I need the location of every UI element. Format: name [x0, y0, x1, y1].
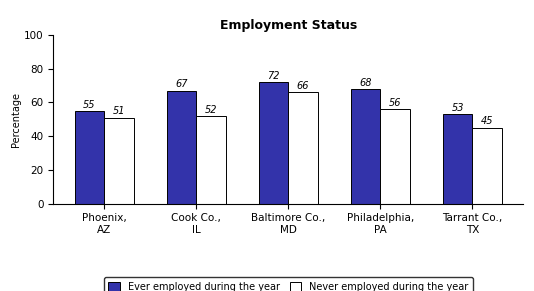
Bar — [167, 91, 197, 204]
Bar — [288, 92, 318, 204]
Bar — [197, 116, 226, 204]
Title: Employment Status: Employment Status — [219, 19, 357, 32]
Bar — [104, 118, 134, 204]
Text: 45: 45 — [481, 116, 493, 126]
Text: 56: 56 — [389, 98, 402, 108]
Y-axis label: Percentage: Percentage — [11, 92, 21, 147]
Bar — [443, 114, 473, 204]
Bar — [380, 109, 410, 204]
Text: 55: 55 — [83, 100, 96, 109]
Text: 51: 51 — [113, 106, 125, 116]
Bar — [351, 89, 380, 204]
Text: 68: 68 — [359, 78, 372, 88]
Text: 66: 66 — [297, 81, 309, 91]
Text: 52: 52 — [205, 104, 217, 115]
Legend: Ever employed during the year, Never employed during the year: Ever employed during the year, Never emp… — [104, 277, 473, 291]
Bar — [75, 111, 104, 204]
Bar — [473, 128, 502, 204]
Bar — [259, 82, 288, 204]
Text: 53: 53 — [452, 103, 464, 113]
Text: 72: 72 — [268, 71, 280, 81]
Text: 67: 67 — [175, 79, 188, 89]
